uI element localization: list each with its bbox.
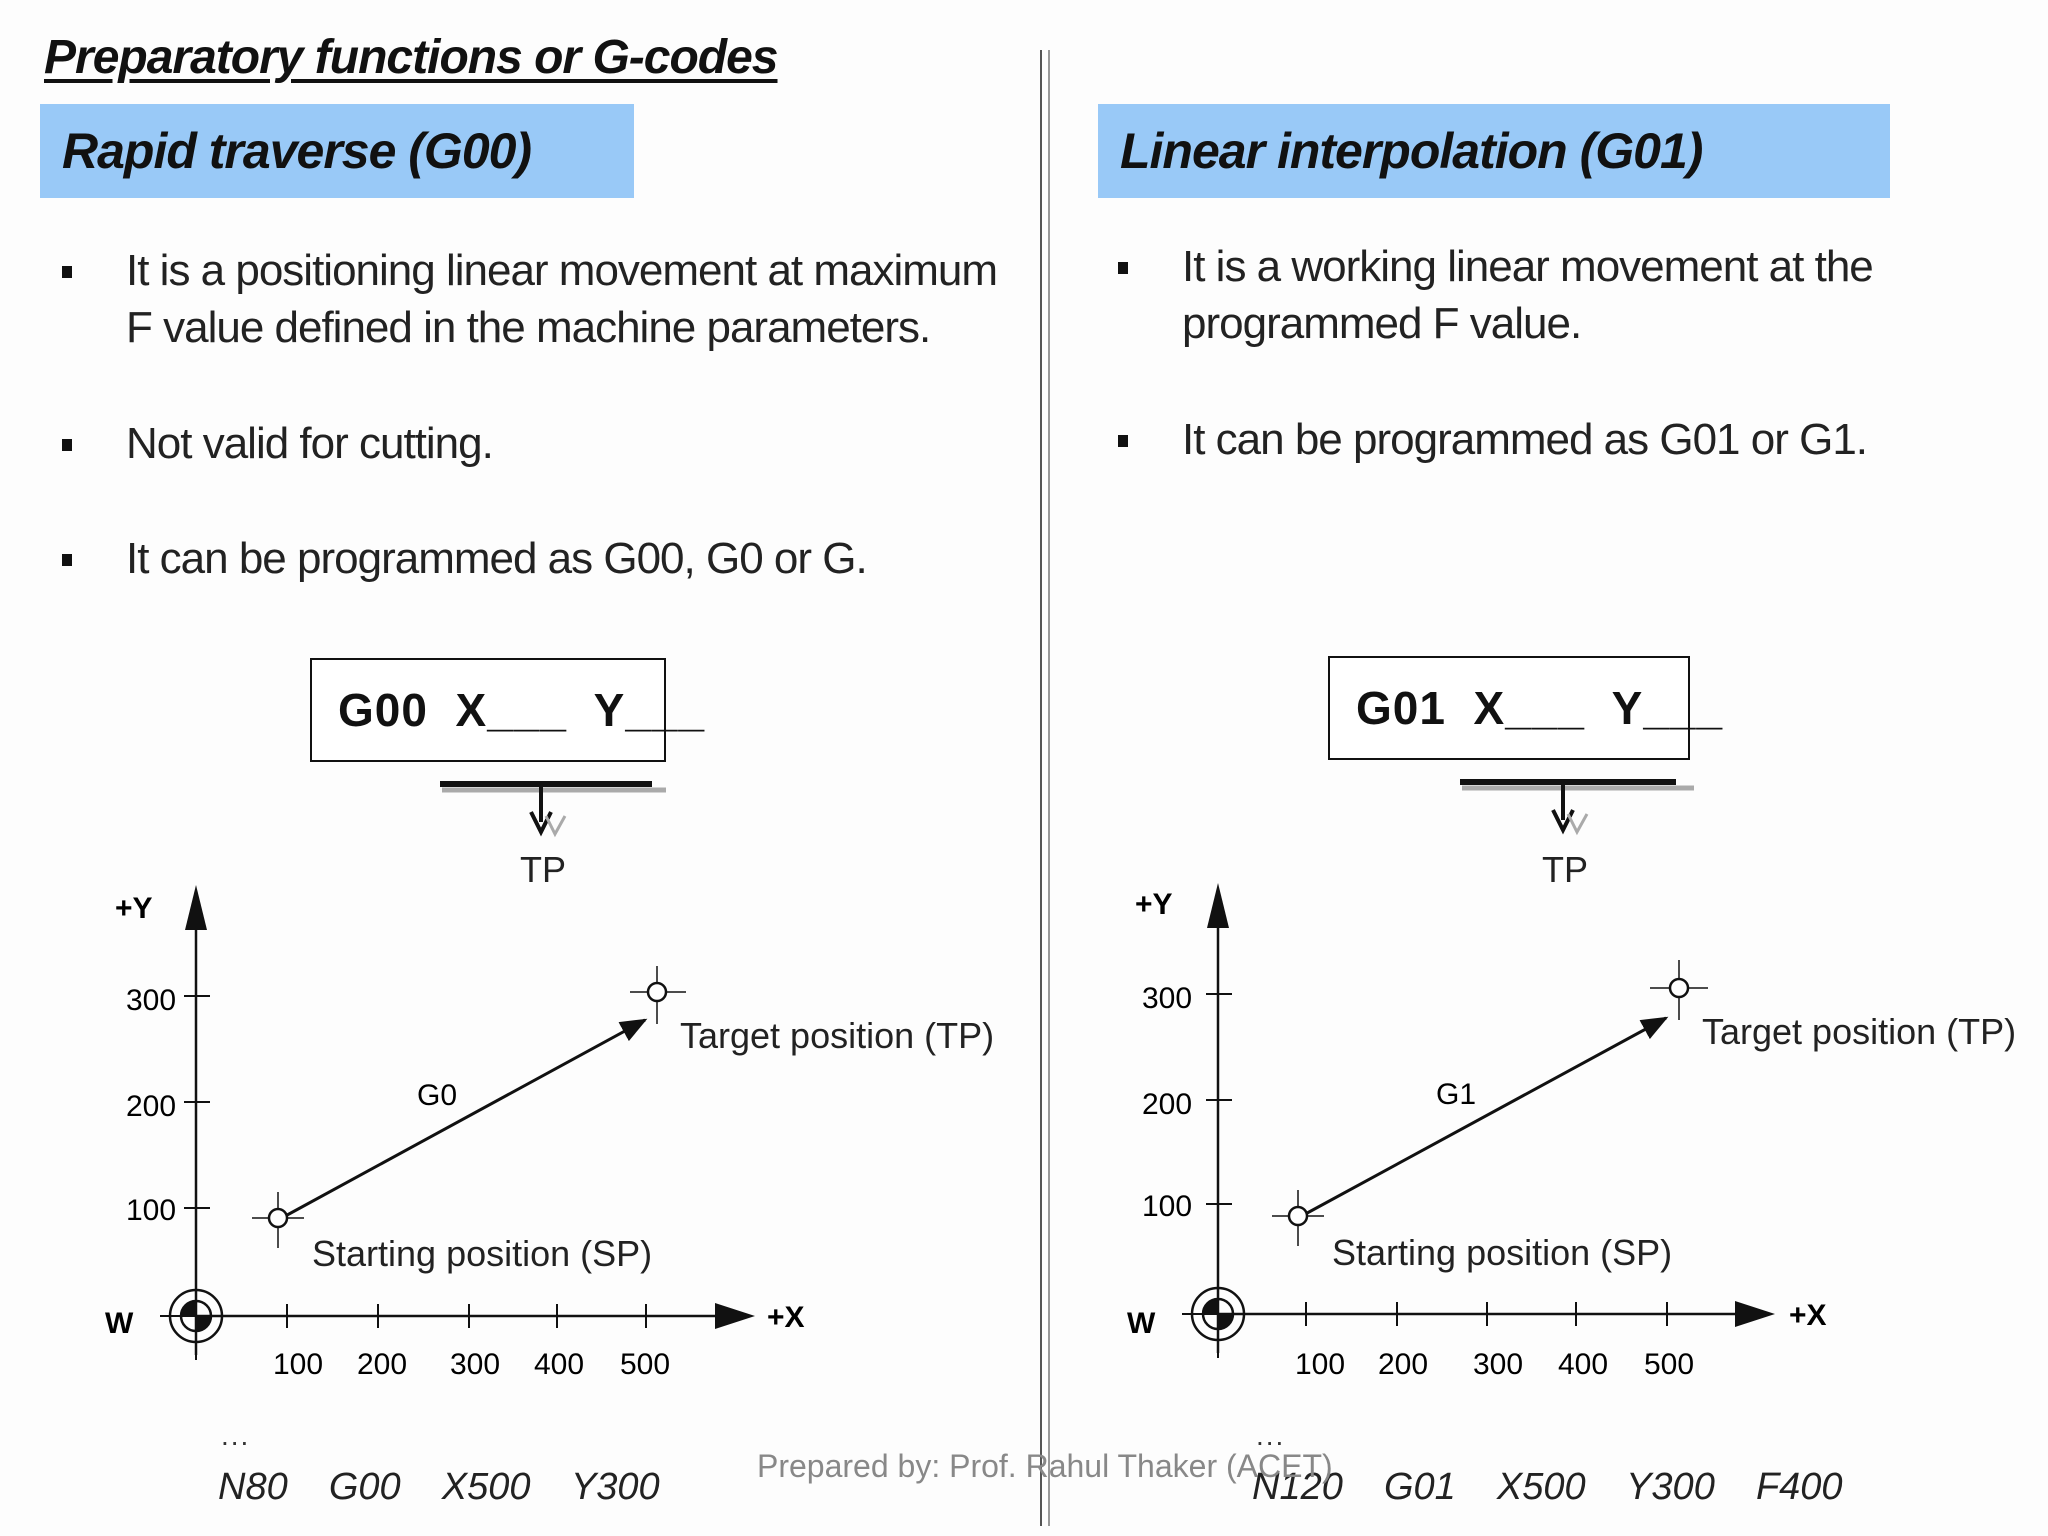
program-ellipsis: ...: [221, 1420, 251, 1451]
x-axis-label: +X: [767, 1301, 805, 1334]
x-tick-label: 200: [357, 1348, 407, 1381]
rapid-traverse-bullets: It is a positioning linear movement at m…: [62, 242, 1012, 587]
path-label: G0: [417, 1079, 457, 1112]
x-tick-label: 400: [534, 1348, 584, 1381]
origin-label: W: [105, 1307, 134, 1340]
origin-label: W: [1127, 1307, 1156, 1340]
x-tick-label: 300: [450, 1348, 500, 1381]
g1-path-line: [1297, 1016, 1669, 1220]
x-tick-label: 100: [1295, 1348, 1345, 1381]
workpiece-zero-icon: [1182, 1278, 1254, 1358]
bullet-item: Not valid for cutting.: [62, 415, 1012, 472]
y-tick-label: 200: [126, 1090, 176, 1123]
x-tick-label: 500: [1644, 1348, 1694, 1381]
x-tick-label: 300: [1473, 1348, 1523, 1381]
x-tick-label: 400: [1558, 1348, 1608, 1381]
start-position-label: Starting position (SP): [312, 1233, 652, 1274]
tp-label: TP: [1542, 849, 1588, 890]
g01-code-box: G01 X___ Y___: [1328, 656, 1722, 760]
bullet-item: It can be programmed as G00, G0 or G.: [62, 530, 1012, 587]
target-position-marker: [1650, 960, 1708, 1020]
start-position-label: Starting position (SP): [1332, 1232, 1672, 1273]
target-position-label: Target position (TP): [1702, 1011, 2016, 1052]
rapid-traverse-banner: Rapid traverse (G00): [40, 104, 634, 198]
linear-interpolation-bullets: It is a working linear movement at the p…: [1118, 238, 2018, 468]
y-axis-arrow: [1207, 883, 1229, 928]
y-axis-label: +Y: [1135, 888, 1173, 921]
path-label: G1: [1436, 1078, 1476, 1111]
x-tick-label: 500: [620, 1348, 670, 1381]
column-divider: [1040, 50, 1042, 1526]
g0-path-line: [277, 1018, 648, 1222]
g01-nc-block: N120 G01 X500 Y300 F400: [1252, 1466, 1843, 1508]
program-ellipsis: ...: [1256, 1420, 1286, 1451]
start-position-marker: [252, 1192, 304, 1248]
y-tick-label: 100: [1142, 1190, 1192, 1223]
x-axis-arrow: [715, 1303, 755, 1329]
start-position-marker: [1272, 1190, 1324, 1246]
bullet-item: It is a working linear movement at the p…: [1118, 238, 2018, 352]
tp-arrow-head-shadow: [1566, 813, 1589, 836]
y-tick-label: 300: [1142, 982, 1192, 1015]
g01-diagram: TP +Y 300 200 100 +X 100 200 300 400 500…: [1127, 779, 2016, 1381]
bullet-item: It can be programmed as G01 or G1.: [1118, 411, 2018, 468]
tp-label: TP: [520, 849, 566, 890]
g00-code-box: G00 X___ Y___: [310, 658, 704, 762]
column-divider-shadow: [1048, 50, 1050, 1526]
linear-interpolation-banner: Linear interpolation (G01): [1098, 104, 1890, 198]
slide-title: Preparatory functions or G-codes: [44, 31, 778, 84]
target-position-label: Target position (TP): [680, 1015, 994, 1056]
g00-nc-block: N80 G00 X500 Y300: [218, 1466, 660, 1508]
bullet-item: It is a positioning linear movement at m…: [62, 242, 1012, 356]
y-tick-label: 100: [126, 1194, 176, 1227]
y-axis-label: +Y: [115, 892, 153, 925]
target-position-marker: [630, 966, 686, 1024]
x-axis-label: +X: [1789, 1299, 1827, 1332]
x-tick-label: 100: [273, 1348, 323, 1381]
x-tick-label: 200: [1378, 1348, 1428, 1381]
workpiece-zero-icon: [160, 1280, 232, 1360]
g00-diagram: TP +Y 300 200 100 +X 100 200 300 400 500…: [105, 781, 994, 1381]
tp-arrow-head-shadow: [544, 815, 567, 838]
y-axis-arrow: [185, 885, 207, 930]
x-axis-arrow: [1735, 1301, 1775, 1327]
y-tick-label: 200: [1142, 1088, 1192, 1121]
y-tick-label: 300: [126, 984, 176, 1017]
footer-credit: Prepared by: Prof. Rahul Thaker (ACET): [757, 1448, 1333, 1484]
